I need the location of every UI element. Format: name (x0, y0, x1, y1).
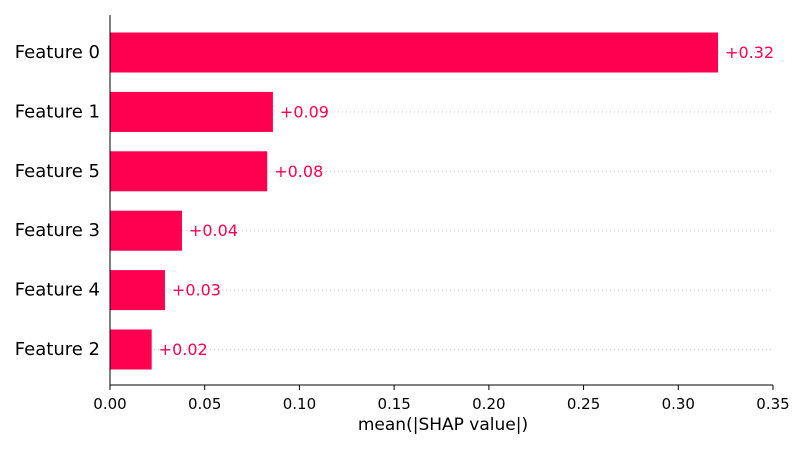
bar (110, 270, 165, 311)
bar-value-label: +0.32 (725, 43, 774, 62)
bar (110, 32, 719, 73)
x-tick-label: 0.25 (567, 395, 600, 413)
data-labels: +0.32 +0.09 +0.08 +0.04 +0.03 +0.02 (159, 43, 774, 359)
x-axis-title: mean(|SHAP value|) (358, 415, 528, 435)
x-tick-label: 0.15 (377, 395, 410, 413)
y-axis-tick-labels: Feature 0 Feature 1 Feature 5 Feature 3 Feat… (15, 42, 100, 360)
bar (110, 210, 182, 251)
bar-value-label: +0.09 (280, 102, 329, 121)
x-tick-label: 0.35 (756, 395, 789, 413)
x-tick-label: 0.05 (188, 395, 221, 413)
y-tick-label: Feature 3 (15, 220, 100, 241)
bar (110, 151, 268, 192)
x-axis-ticks: 0.00 0.05 0.10 0.15 0.20 0.25 0.30 0.35 (93, 385, 790, 413)
y-tick-label: Feature 5 (15, 161, 100, 182)
y-tick-label: Feature 0 (15, 42, 100, 63)
bar-value-label: +0.04 (189, 221, 238, 240)
bar-value-label: +0.08 (274, 162, 323, 181)
x-tick-label: 0.30 (662, 395, 695, 413)
x-tick-label: 0.10 (283, 395, 316, 413)
y-tick-label: Feature 4 (15, 280, 100, 301)
bar-value-label: +0.03 (172, 281, 221, 300)
bar-value-label: +0.02 (159, 340, 208, 359)
x-tick-label: 0.00 (93, 395, 126, 413)
y-tick-label: Feature 2 (15, 339, 100, 360)
bar (110, 91, 273, 132)
y-tick-label: Feature 1 (15, 101, 100, 122)
x-tick-label: 0.20 (472, 395, 505, 413)
bars (110, 32, 719, 370)
bar (110, 329, 152, 370)
